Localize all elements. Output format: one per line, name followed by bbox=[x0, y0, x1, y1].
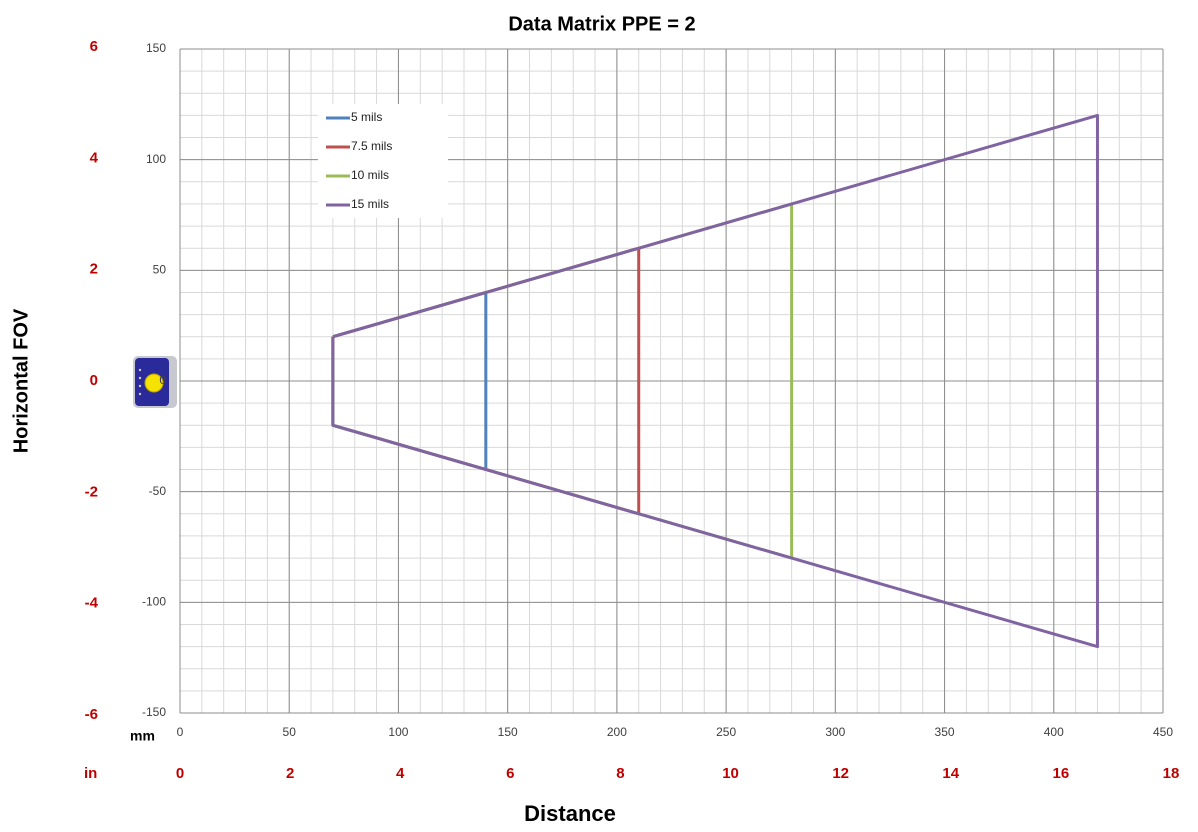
x-tick-label: 100 bbox=[388, 725, 408, 739]
x2-tick-label: 18 bbox=[1163, 765, 1180, 782]
x2-tick-label: 14 bbox=[942, 765, 959, 782]
x2-tick-label: 8 bbox=[616, 765, 624, 782]
x-tick-label: 50 bbox=[283, 725, 297, 739]
y-tick-label: -100 bbox=[142, 595, 166, 609]
x-tick-label: 150 bbox=[498, 725, 518, 739]
x2-tick-label: 16 bbox=[1053, 765, 1070, 782]
x-tick-label: 250 bbox=[716, 725, 736, 739]
y2-tick-label: 6 bbox=[90, 38, 98, 55]
x-tick-label: 0 bbox=[177, 725, 184, 739]
y-tick-label: 50 bbox=[153, 263, 167, 277]
x-tick-label: 200 bbox=[607, 725, 627, 739]
x-tick-label: 350 bbox=[935, 725, 955, 739]
y-tick-label: -150 bbox=[142, 705, 166, 719]
legend: 5 mils 7.5 mils 10 mils 15 mils bbox=[318, 104, 448, 218]
y2-tick-label: 0 bbox=[90, 372, 98, 389]
chart-title: Data Matrix PPE = 2 bbox=[508, 13, 695, 35]
y2-tick-label: 4 bbox=[90, 149, 99, 166]
y-tick-label: 0 bbox=[159, 373, 166, 387]
y-axis-title: Horizontal FOV bbox=[10, 308, 32, 453]
x-tick-label: 450 bbox=[1153, 725, 1173, 739]
legend-label: 10 mils bbox=[351, 168, 389, 182]
legend-label: 5 mils bbox=[351, 110, 382, 124]
y2-tick-label: -6 bbox=[85, 706, 98, 723]
series-line bbox=[331, 113, 1099, 649]
y-tick-label: -50 bbox=[149, 484, 167, 498]
y2-tick-label: -4 bbox=[85, 595, 99, 612]
x-unit: mm bbox=[130, 728, 155, 744]
y2-tick-label: 2 bbox=[90, 261, 98, 278]
y-tick-label: 100 bbox=[146, 152, 166, 166]
y-tick-label: 150 bbox=[146, 41, 166, 55]
legend-label: 7.5 mils bbox=[351, 139, 392, 153]
x2-tick-label: 12 bbox=[832, 765, 849, 782]
x-tick-label: 400 bbox=[1044, 725, 1064, 739]
x-tick-label: 300 bbox=[825, 725, 845, 739]
x2-tick-label: 0 bbox=[176, 765, 184, 782]
x2-unit: in bbox=[84, 765, 97, 782]
x2-tick-label: 6 bbox=[506, 765, 514, 782]
x-axis-title: Distance bbox=[524, 801, 616, 826]
legend-box bbox=[318, 104, 448, 218]
y2-tick-label: -2 bbox=[85, 483, 98, 500]
legend-label: 15 mils bbox=[351, 197, 389, 211]
x2-tick-label: 2 bbox=[286, 765, 294, 782]
x2-tick-label: 4 bbox=[396, 765, 405, 782]
plot bbox=[331, 113, 1099, 649]
scanner-icon bbox=[133, 356, 177, 408]
x2-tick-label: 10 bbox=[722, 765, 739, 782]
